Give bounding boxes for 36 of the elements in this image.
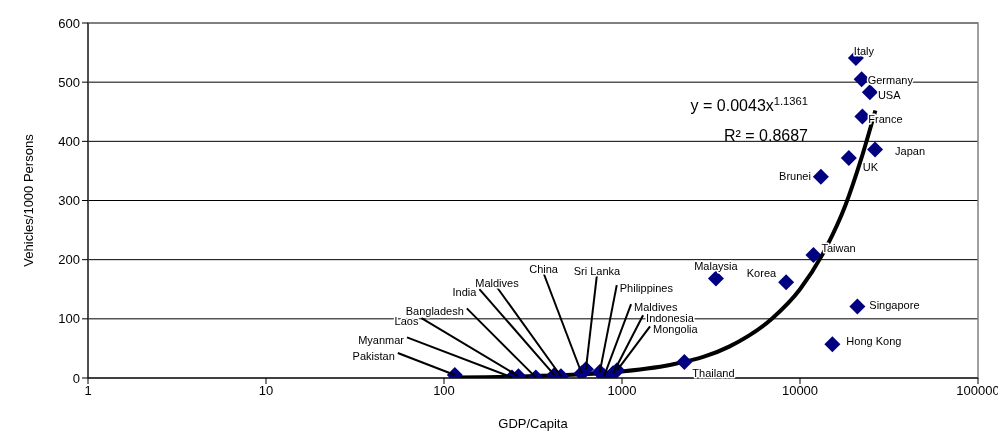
- annotation: R² = 0.8687: [723, 127, 809, 144]
- x-tick-label: 1: [84, 383, 92, 399]
- annotation: Maldives: [475, 277, 520, 290]
- annotation: Bangladesh: [405, 305, 464, 318]
- annotation: Philippines: [619, 281, 674, 294]
- annotation: Maldives: [634, 301, 678, 314]
- y-axis-title: Vehicles/1000 Persons: [20, 133, 36, 267]
- annotation: USA: [877, 89, 902, 102]
- y-tick-label: 0: [72, 370, 80, 386]
- x-tick-label: 100: [433, 383, 455, 399]
- annotation: Thailand: [692, 366, 735, 379]
- y-tick-label: 100: [58, 311, 80, 327]
- x-tick-label: 1000: [607, 383, 637, 399]
- annotation: Hong Kong: [846, 335, 902, 348]
- annotation: Mongolia: [653, 323, 699, 336]
- annotation: Singapore: [869, 299, 920, 312]
- y-tick-label: 600: [58, 15, 80, 31]
- annotation: Brunei: [779, 169, 811, 182]
- annotation: Italy: [853, 44, 875, 57]
- y-tick-label: 500: [58, 74, 80, 90]
- y-tick-label: 400: [58, 133, 80, 149]
- annotation: UK: [862, 160, 879, 173]
- annotation: Korea: [746, 267, 778, 280]
- annotation: Malaysia: [694, 259, 739, 272]
- x-tick-label: 10: [258, 383, 274, 399]
- annotation: y = 0.0043x$^{1.1361}$: [690, 95, 808, 114]
- y-tick-label: 300: [58, 193, 80, 209]
- annotation: India: [452, 285, 478, 298]
- annotation: Japan: [895, 144, 926, 157]
- annotation: Myanmar: [358, 334, 405, 347]
- annotation: China: [529, 263, 559, 276]
- annotation: Pakistan: [352, 349, 395, 362]
- x-axis-title: GDP/Capita: [498, 416, 569, 431]
- y-tick-label: 200: [58, 252, 80, 268]
- x-tick-label: 10000: [781, 383, 819, 399]
- annotation: Sri Lanka: [573, 265, 622, 278]
